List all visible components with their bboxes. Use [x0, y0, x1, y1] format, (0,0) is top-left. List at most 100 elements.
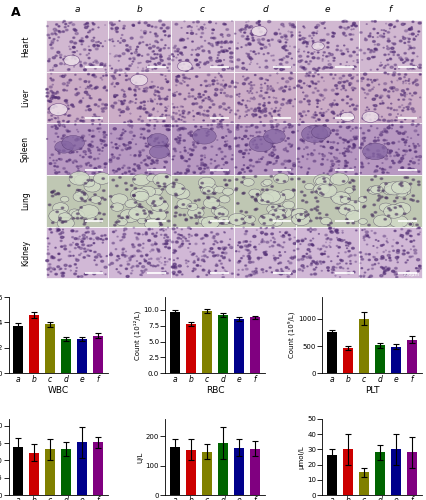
Circle shape	[419, 64, 421, 66]
Circle shape	[168, 247, 170, 249]
Circle shape	[226, 124, 228, 126]
Circle shape	[177, 172, 178, 173]
Circle shape	[136, 238, 139, 240]
Circle shape	[386, 186, 397, 193]
Circle shape	[374, 48, 376, 50]
Circle shape	[79, 247, 83, 250]
Circle shape	[95, 256, 98, 258]
Circle shape	[164, 98, 167, 100]
Circle shape	[387, 107, 389, 108]
Circle shape	[283, 148, 286, 150]
Circle shape	[150, 212, 153, 214]
Circle shape	[123, 129, 124, 130]
Circle shape	[181, 54, 183, 56]
Circle shape	[63, 20, 66, 22]
Circle shape	[334, 104, 335, 106]
Bar	[343, 450, 353, 495]
Circle shape	[178, 246, 181, 248]
Circle shape	[255, 114, 257, 116]
Circle shape	[262, 241, 265, 242]
Circle shape	[349, 82, 352, 84]
Circle shape	[117, 256, 119, 257]
Circle shape	[98, 212, 101, 214]
Circle shape	[46, 92, 49, 94]
Circle shape	[64, 26, 66, 28]
Circle shape	[248, 258, 250, 260]
Circle shape	[175, 120, 177, 122]
Circle shape	[93, 273, 96, 275]
Circle shape	[316, 33, 317, 34]
Circle shape	[390, 108, 391, 110]
Circle shape	[59, 233, 61, 235]
Circle shape	[83, 238, 85, 239]
Circle shape	[405, 58, 408, 59]
Circle shape	[402, 167, 403, 168]
Circle shape	[218, 52, 220, 53]
Circle shape	[392, 142, 395, 144]
Circle shape	[342, 99, 344, 100]
Circle shape	[357, 54, 358, 56]
Circle shape	[129, 46, 131, 48]
Circle shape	[91, 141, 93, 142]
Circle shape	[273, 60, 275, 61]
Circle shape	[215, 166, 217, 168]
Circle shape	[80, 198, 83, 199]
Circle shape	[207, 115, 209, 116]
Circle shape	[125, 182, 127, 184]
Circle shape	[404, 92, 406, 94]
Circle shape	[68, 115, 69, 116]
Circle shape	[135, 232, 136, 234]
Circle shape	[228, 244, 230, 246]
Circle shape	[269, 162, 271, 164]
Circle shape	[128, 124, 130, 126]
Circle shape	[327, 267, 329, 268]
Circle shape	[241, 28, 243, 30]
Circle shape	[403, 62, 404, 64]
Circle shape	[258, 53, 259, 54]
Circle shape	[289, 172, 290, 173]
Circle shape	[164, 246, 167, 248]
Circle shape	[175, 50, 176, 52]
Circle shape	[175, 193, 177, 195]
Bar	[359, 20, 422, 72]
Circle shape	[313, 32, 315, 34]
Circle shape	[216, 233, 219, 235]
Circle shape	[320, 44, 322, 46]
Circle shape	[156, 219, 158, 220]
Circle shape	[204, 40, 206, 41]
Circle shape	[123, 144, 124, 145]
Circle shape	[164, 35, 166, 36]
Circle shape	[159, 50, 161, 51]
Circle shape	[360, 252, 362, 253]
Circle shape	[155, 94, 156, 96]
Circle shape	[152, 265, 155, 266]
Circle shape	[220, 84, 222, 86]
Circle shape	[391, 160, 394, 162]
Circle shape	[176, 78, 177, 79]
Circle shape	[299, 113, 301, 114]
Circle shape	[285, 42, 287, 43]
Bar	[46, 226, 108, 278]
Circle shape	[298, 219, 300, 221]
Circle shape	[120, 209, 140, 222]
Circle shape	[318, 188, 321, 190]
Circle shape	[185, 220, 187, 221]
Circle shape	[58, 98, 60, 100]
Circle shape	[265, 170, 267, 171]
Circle shape	[265, 108, 267, 110]
Circle shape	[84, 219, 86, 220]
Circle shape	[369, 52, 371, 53]
Circle shape	[409, 183, 412, 184]
Circle shape	[283, 201, 295, 209]
Circle shape	[253, 110, 256, 112]
Circle shape	[100, 218, 103, 220]
Circle shape	[394, 69, 395, 70]
Circle shape	[152, 202, 154, 204]
Circle shape	[305, 146, 308, 148]
Circle shape	[378, 114, 379, 115]
Circle shape	[342, 122, 344, 124]
Circle shape	[146, 164, 148, 166]
Circle shape	[78, 168, 79, 169]
Circle shape	[333, 196, 343, 203]
Circle shape	[188, 132, 191, 134]
